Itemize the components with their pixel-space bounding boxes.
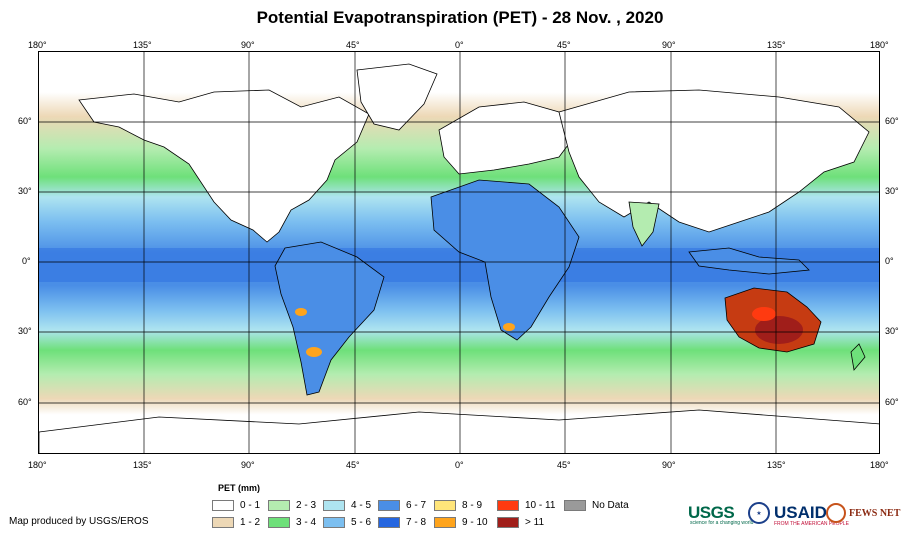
legend-swatch — [434, 516, 456, 528]
new-zealand — [850, 343, 866, 371]
lon-tick: 45° — [346, 460, 360, 470]
legend-label: No Data — [592, 499, 629, 511]
legend-swatch — [212, 516, 234, 528]
legend-swatch — [497, 516, 519, 528]
legend-label: 0 - 1 — [240, 499, 261, 511]
legend-swatch — [212, 499, 234, 511]
legend-label: 6 - 7 — [406, 499, 427, 511]
legend-item: 6 - 7 — [378, 498, 426, 512]
legend-swatch — [497, 499, 519, 511]
lon-tick: 45° — [346, 40, 360, 50]
lon-tick: 180° — [870, 460, 889, 470]
usaid-seal-icon: ★ — [748, 502, 770, 524]
lon-tick: 180° — [28, 460, 47, 470]
india — [628, 201, 660, 247]
pet-map — [38, 51, 880, 454]
usaid-tagline: FROM THE AMERICAN PEOPLE — [774, 521, 849, 527]
legend-label: 2 - 3 — [296, 499, 317, 511]
legend-swatch — [378, 516, 400, 528]
legend-swatch — [434, 499, 456, 511]
lat-tick: 30° — [885, 186, 899, 196]
legend-swatch — [323, 499, 345, 511]
legend-item: > 11 — [497, 515, 544, 529]
legend-item: 7 - 8 — [378, 515, 426, 529]
south-america-hotspot — [306, 347, 322, 357]
legend-item: 9 - 10 — [434, 515, 488, 529]
africa-hotspot — [503, 323, 515, 331]
legend-label: 5 - 6 — [351, 516, 372, 528]
legend-swatch — [378, 499, 400, 511]
north-america — [78, 89, 370, 243]
legend-swatch — [564, 499, 586, 511]
legend-swatch — [323, 516, 345, 528]
credit-text: Map produced by USGS/EROS — [9, 516, 149, 527]
lat-tick: 60° — [885, 116, 899, 126]
lat-tick: 60° — [885, 397, 899, 407]
legend-label: 7 - 8 — [406, 516, 427, 528]
lat-tick: 60° — [18, 397, 32, 407]
south-america — [274, 241, 385, 396]
legend-item: 4 - 5 — [323, 498, 371, 512]
lon-tick: 135° — [133, 460, 152, 470]
legend-swatch — [268, 516, 290, 528]
fewsnet-logo: FEWS NET — [826, 498, 900, 528]
lon-tick: 135° — [133, 40, 152, 50]
usgs-tagline: science for a changing world — [690, 520, 754, 526]
greenland — [356, 63, 438, 131]
lon-tick: 135° — [767, 40, 786, 50]
lat-tick: 30° — [885, 326, 899, 336]
australia-hotspot — [752, 307, 776, 321]
legend-item: 10 - 11 — [497, 498, 555, 512]
continents — [39, 63, 879, 453]
legend-item: 8 - 9 — [434, 498, 482, 512]
legend-item: No Data — [564, 498, 629, 512]
lon-tick: 180° — [28, 40, 47, 50]
lon-tick: 45° — [557, 460, 571, 470]
legend-item: 2 - 3 — [268, 498, 316, 512]
asia — [558, 89, 870, 233]
lon-tick: 135° — [767, 460, 786, 470]
south-america-hotspot — [295, 308, 307, 316]
lat-tick: 60° — [18, 116, 32, 126]
legend-label: 8 - 9 — [462, 499, 483, 511]
legend-label: 1 - 2 — [240, 516, 261, 528]
europe — [438, 101, 575, 175]
lon-tick: 0° — [455, 40, 464, 50]
lat-tick: 30° — [18, 326, 32, 336]
legend-swatch — [268, 499, 290, 511]
legend-label: 4 - 5 — [351, 499, 372, 511]
usaid-wordmark: USAID — [774, 503, 827, 522]
australia-hotspot — [755, 316, 803, 344]
lon-tick: 90° — [241, 40, 255, 50]
legend-label: 9 - 10 — [462, 516, 488, 528]
fewsnet-wordmark: FEWS NET — [849, 507, 901, 519]
legend-label: 3 - 4 — [296, 516, 317, 528]
lon-tick: 180° — [870, 40, 889, 50]
lon-tick: 90° — [662, 460, 676, 470]
legend-title: PET (mm) — [218, 483, 261, 493]
usgs-wordmark: USGS — [688, 503, 735, 522]
usgs-logo: USGS science for a changing world — [688, 498, 753, 528]
lon-tick: 45° — [557, 40, 571, 50]
legend-item: 3 - 4 — [268, 515, 316, 529]
indonesia — [688, 247, 810, 275]
lat-tick: 30° — [18, 186, 32, 196]
usaid-logo: ★ USAID FROM THE AMERICAN PEOPLE — [748, 498, 849, 528]
pet-map-canvas — [39, 52, 879, 453]
lon-tick: 90° — [662, 40, 676, 50]
legend-label: > 11 — [525, 516, 544, 528]
lon-tick: 90° — [241, 460, 255, 470]
legend-item: 0 - 1 — [212, 498, 260, 512]
legend-label: 10 - 11 — [525, 499, 556, 511]
fewsnet-globe-icon — [826, 503, 846, 523]
legend-item: 1 - 2 — [212, 515, 260, 529]
map-title: Potential Evapotranspiration (PET) - 28 … — [256, 8, 664, 27]
lat-tick: 0° — [885, 256, 894, 266]
legend-item: 5 - 6 — [323, 515, 371, 529]
graticule — [39, 52, 879, 453]
lon-tick: 0° — [455, 460, 464, 470]
lat-tick: 0° — [22, 256, 31, 266]
